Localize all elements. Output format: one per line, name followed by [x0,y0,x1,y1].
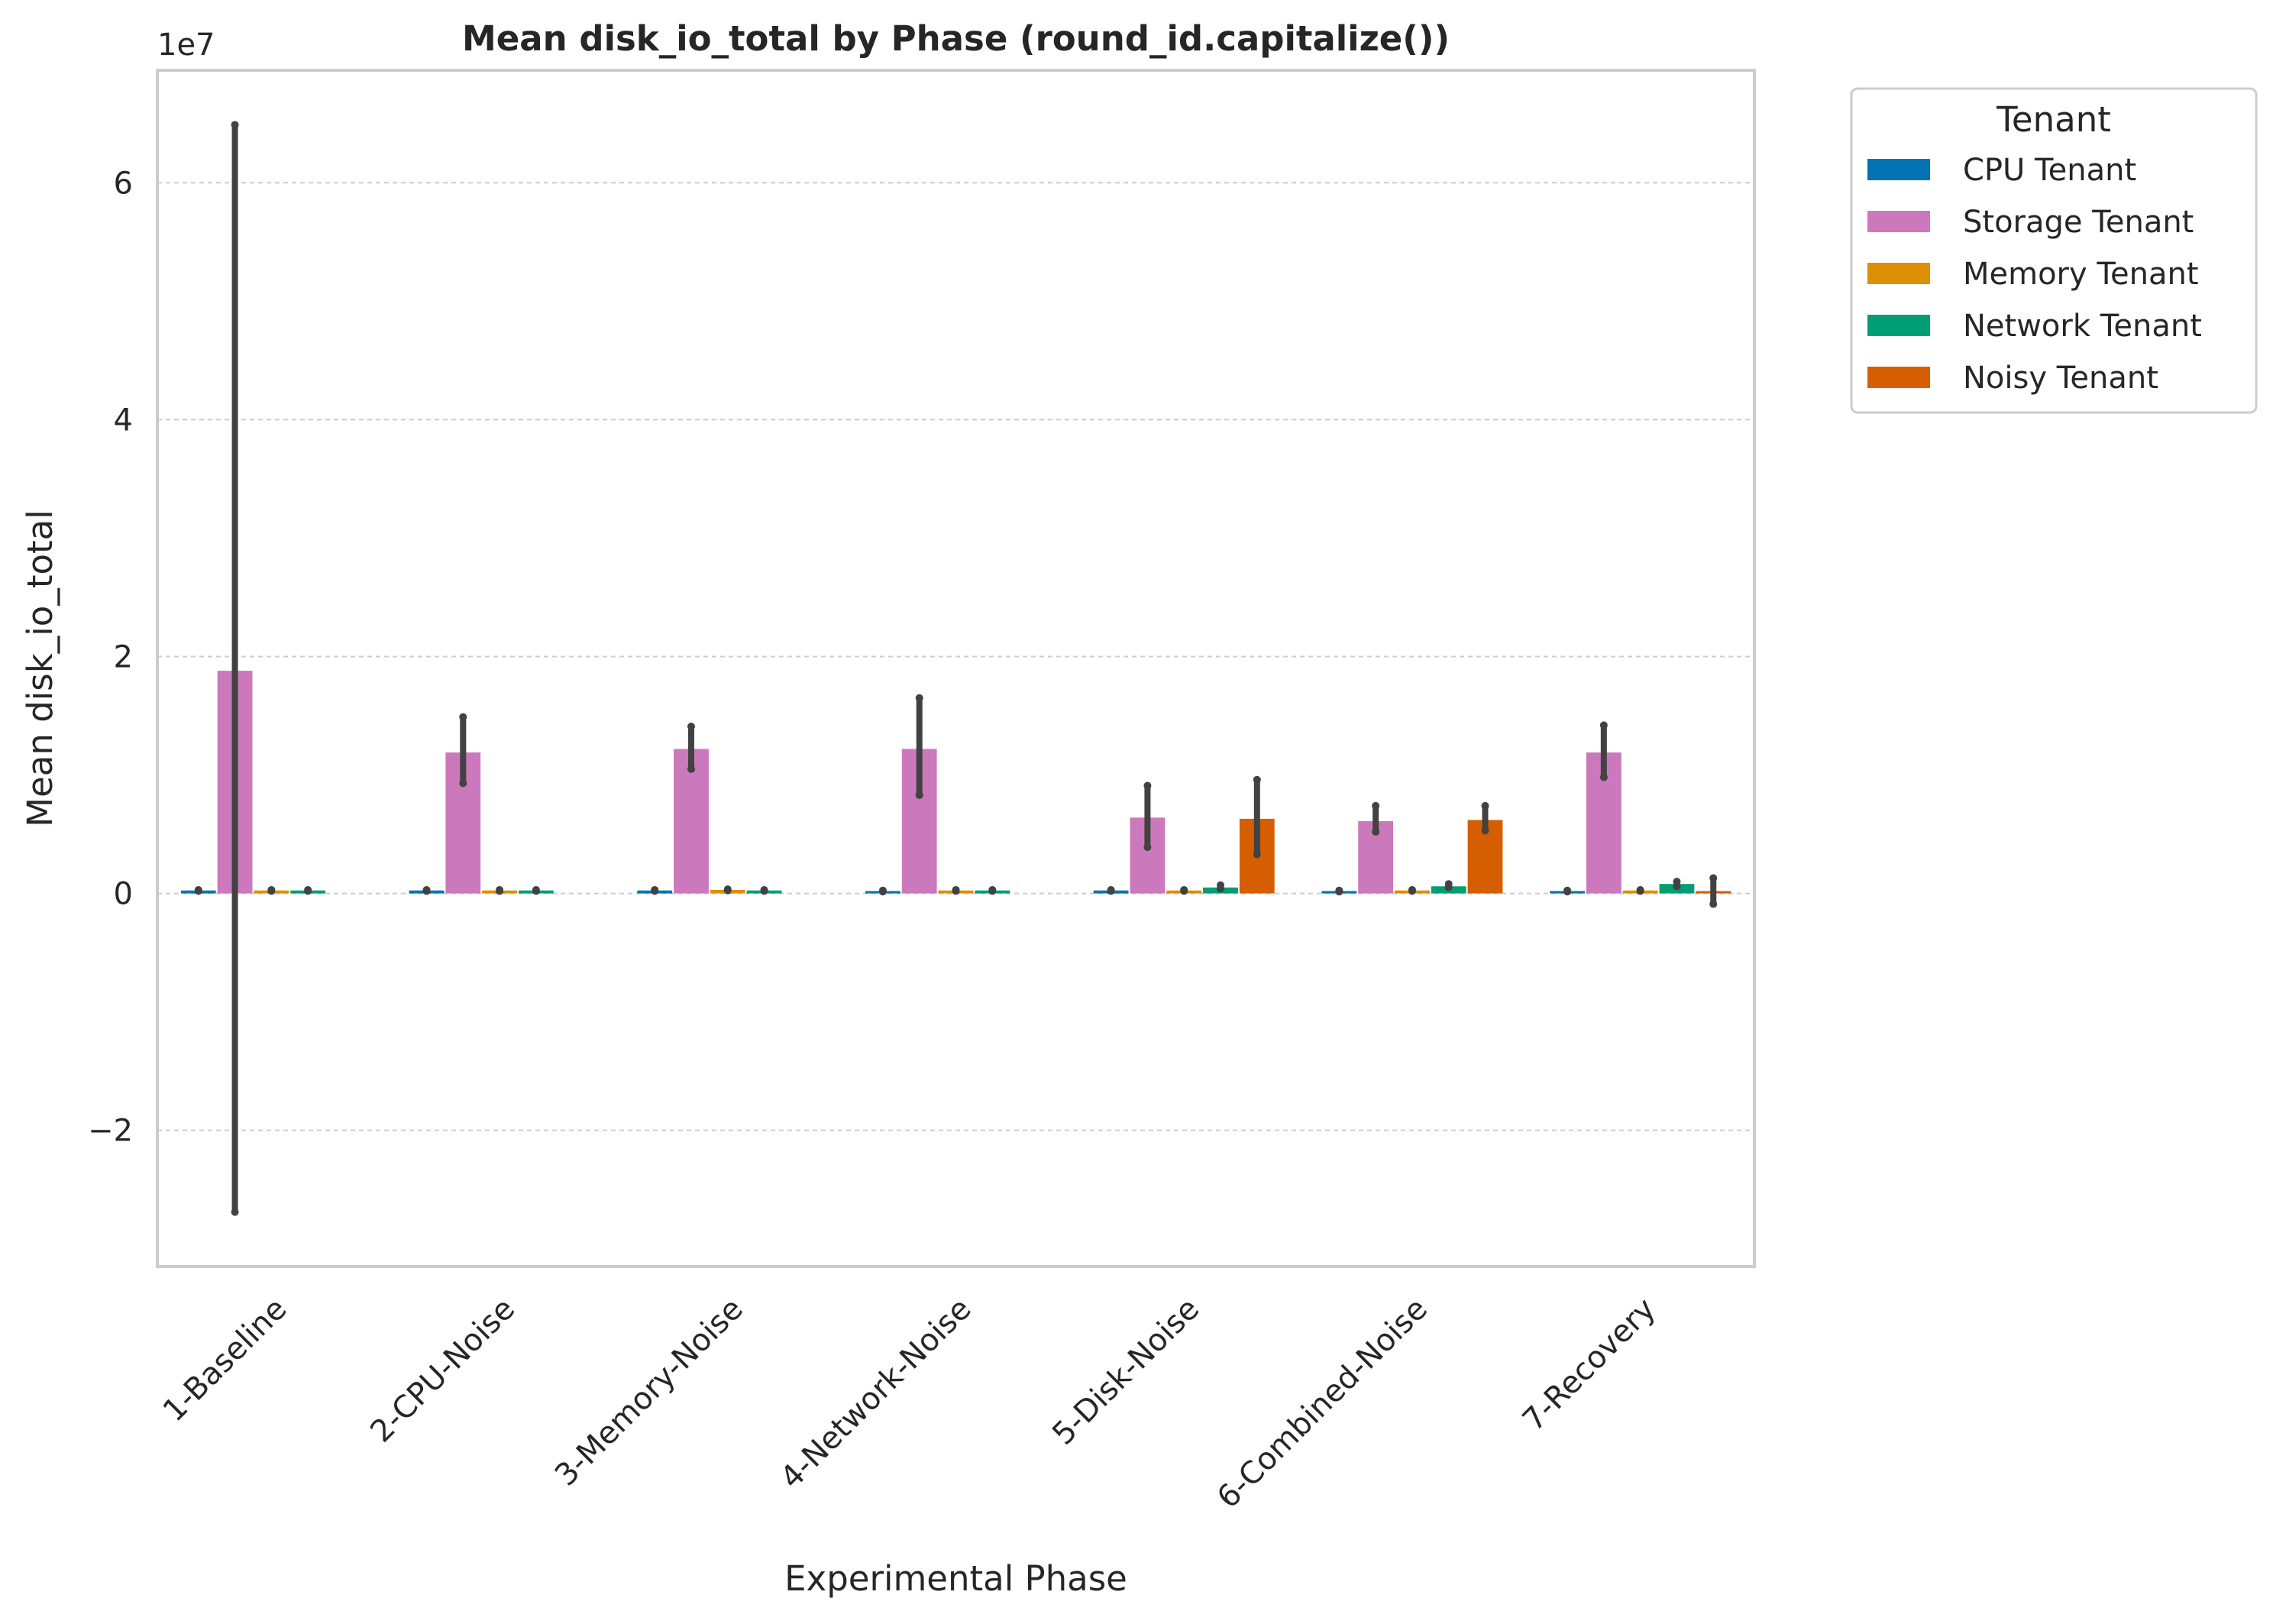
error-cap [459,779,467,787]
error-cap [916,694,923,702]
error-cap [1372,802,1379,810]
legend-swatch [1867,211,1930,232]
bar-layer [181,671,1731,893]
error-cap [724,887,732,894]
legend-title: Tenant [1996,99,2111,140]
error-cap [496,887,503,894]
error-cap [459,713,467,721]
error-cap [267,887,275,894]
y-axis-label: Mean disk_io_total [20,510,60,827]
error-cap [1253,850,1261,858]
error-cap [1335,888,1343,895]
x-tick-label: 4-Network-Noise [774,1292,978,1496]
legend-item-label: Noisy Tenant [1963,361,2158,396]
y-tick-label: 4 [114,403,133,438]
error-cap [916,791,923,799]
error-cap [1372,828,1379,836]
y-tick-label: 2 [114,639,133,675]
error-cap [879,888,887,895]
error-cap [1408,887,1416,894]
error-cap [1482,827,1489,834]
error-cap [1600,774,1608,781]
error-cap [422,887,430,894]
legend-swatch [1867,367,1930,388]
error-cap [1180,887,1188,894]
legend-swatch [1867,315,1930,336]
error-cap [1637,887,1644,894]
error-cap [1673,882,1680,890]
error-cap [532,887,540,894]
error-cap [687,765,695,773]
error-cap [304,887,312,894]
plot-frame [157,70,1754,1267]
error-cap [231,121,239,128]
legend: Tenant CPU Tenant Storage Tenant Memory Te… [1851,89,2256,412]
error-cap [1445,884,1453,891]
error-cap [1107,887,1115,894]
y-tick-labels: −2 0 2 4 6 [88,166,133,1148]
grid-layer [157,183,1754,1130]
x-tick-label: 5-Disk-Noise [1046,1292,1206,1452]
x-tick-label: 6-Combined-Noise [1211,1292,1434,1516]
error-cap [1217,885,1224,892]
error-cap [1709,874,1717,882]
error-cap [195,887,202,894]
error-cap [231,1208,239,1216]
error-bar-layer [195,121,1717,1215]
y-tick-label: −2 [88,1114,133,1149]
error-cap [687,723,695,730]
error-cap [1600,721,1608,729]
error-cap [761,887,768,894]
legend-swatch [1867,159,1930,180]
legend-item-label: Memory Tenant [1963,257,2199,292]
error-cap [1253,776,1261,784]
error-cap [952,887,960,894]
x-tick-label: 1-Baseline [157,1292,294,1429]
legend-item-label: Storage Tenant [1963,205,2194,240]
x-axis-label: Experimental Phase [784,1558,1127,1599]
error-cap [651,887,658,894]
x-tick-label: 2-CPU-Noise [364,1292,522,1450]
error-cap [1143,781,1151,789]
legend-item-label: CPU Tenant [1963,153,2136,188]
y-tick-label: 6 [114,166,133,201]
error-cap [1482,802,1489,810]
legend-item-label: Network Tenant [1963,309,2202,344]
error-cap [1143,843,1151,851]
y-offset-label: 1e7 [157,27,215,63]
error-cap [1563,888,1571,895]
y-tick-label: 0 [114,877,133,912]
error-cap [988,887,996,894]
legend-swatch [1867,263,1930,284]
chart-title: Mean disk_io_total by Phase (round_id.ca… [462,18,1450,59]
x-tick-label: 3-Memory-Noise [548,1292,750,1493]
error-cap [1709,901,1717,908]
x-tick-label: 7-Recovery [1516,1292,1663,1438]
